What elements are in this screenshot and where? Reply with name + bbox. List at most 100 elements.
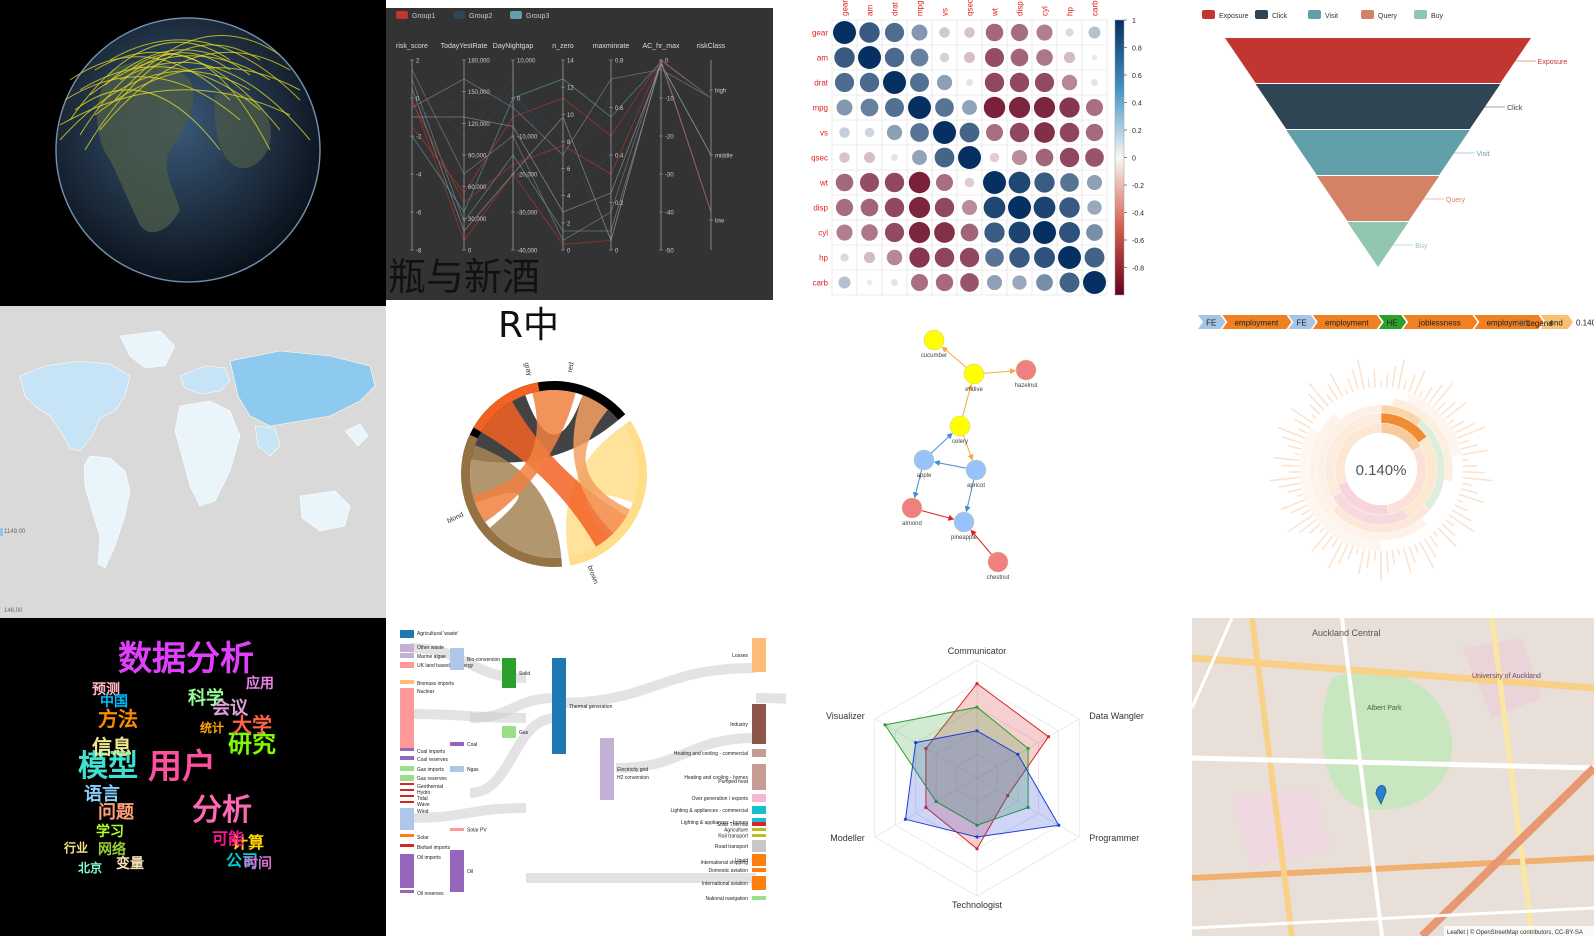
chord-group-arc[interactable]: [473, 382, 540, 432]
funnel-segment[interactable]: [1316, 176, 1440, 221]
sankey-node[interactable]: [450, 850, 464, 892]
network-node[interactable]: [923, 329, 945, 351]
sankey-node[interactable]: [400, 834, 414, 837]
globe-chart[interactable]: [0, 0, 386, 306]
sankey-node[interactable]: [400, 680, 414, 684]
chord-ribbon[interactable]: [472, 390, 576, 523]
sankey-node[interactable]: [752, 806, 766, 814]
sankey-node[interactable]: [450, 828, 464, 831]
breadcrumb-item[interactable]: [1312, 315, 1382, 329]
network-node[interactable]: [1015, 359, 1037, 381]
sankey-node[interactable]: [752, 638, 766, 672]
sankey-node[interactable]: [400, 783, 414, 785]
legend-swatch[interactable]: [1255, 10, 1268, 19]
legend-swatch[interactable]: [1202, 10, 1215, 19]
country-shape[interactable]: [254, 425, 281, 457]
sankey-node[interactable]: [752, 822, 766, 826]
country-shape[interactable]: [83, 455, 131, 569]
sankey-node[interactable]: [450, 766, 464, 772]
chord-group-arc[interactable]: [461, 434, 563, 567]
sankey-node[interactable]: [752, 778, 766, 784]
sankey-node[interactable]: [752, 840, 766, 852]
network-node[interactable]: [949, 415, 971, 437]
network-node[interactable]: [963, 363, 985, 385]
country-shape[interactable]: [119, 330, 176, 369]
chord-diagram[interactable]: red brown blond gray: [386, 306, 786, 618]
sunburst-chart[interactable]: FE employment FE employment HE joblessness emp…: [1192, 306, 1594, 618]
sankey-node[interactable]: [552, 658, 566, 754]
network-node[interactable]: [913, 449, 935, 471]
network-node[interactable]: [953, 511, 975, 533]
sankey-node[interactable]: [752, 834, 766, 837]
funnel-segment[interactable]: [1225, 38, 1531, 83]
sankey-node[interactable]: [752, 828, 766, 831]
sankey-node[interactable]: [752, 749, 766, 757]
sankey-node[interactable]: [400, 854, 414, 888]
sankey-node[interactable]: [450, 648, 464, 670]
funnel-chart[interactable]: Exposure Click Visit Query Buy Exposure Click V…: [1192, 0, 1594, 306]
chord-ribbon[interactable]: [470, 445, 562, 558]
chord-ribbon[interactable]: [481, 401, 627, 547]
network-node[interactable]: [965, 459, 987, 481]
network-graph[interactable]: cucumber endive hazelnut celery apple apricot…: [786, 306, 1192, 618]
legend-swatch[interactable]: [1361, 10, 1374, 19]
chord-ribbon[interactable]: [573, 395, 631, 534]
legend-swatch[interactable]: [510, 11, 522, 19]
legend-swatch[interactable]: [396, 11, 408, 19]
sankey-node[interactable]: [400, 644, 414, 652]
sankey-node[interactable]: [752, 764, 766, 790]
sankey-node[interactable]: [400, 756, 414, 760]
sankey-node[interactable]: [400, 808, 414, 830]
breadcrumb-item[interactable]: [1378, 315, 1407, 329]
funnel-segment[interactable]: [1286, 130, 1470, 175]
sankey-node[interactable]: [400, 688, 414, 748]
breadcrumb-item[interactable]: [1474, 315, 1544, 329]
country-shape[interactable]: [229, 350, 376, 427]
sankey-node[interactable]: [400, 653, 414, 658]
sankey-node[interactable]: [752, 854, 766, 866]
country-shape[interactable]: [19, 360, 131, 452]
world-choropleth-map[interactable]: 1149.00 146.00: [0, 306, 386, 618]
sankey-node[interactable]: [450, 742, 464, 746]
legend-swatch[interactable]: [1414, 10, 1427, 19]
breadcrumb-item[interactable]: [1198, 315, 1226, 329]
sankey-node[interactable]: [752, 794, 766, 802]
sankey-node[interactable]: [400, 789, 414, 791]
street-map[interactable]: Auckland Central Albert Park University of…: [1192, 618, 1594, 936]
sankey-node[interactable]: [400, 748, 414, 751]
country-shape[interactable]: [299, 490, 351, 532]
sankey-node[interactable]: [400, 890, 414, 893]
sunburst-segment[interactable]: [1316, 404, 1382, 511]
sankey-node[interactable]: [400, 844, 414, 847]
sankey-node[interactable]: [752, 704, 766, 744]
legend-swatch[interactable]: [453, 11, 465, 19]
sankey-node[interactable]: [752, 868, 766, 872]
sankey-node[interactable]: [502, 658, 516, 688]
block-area[interactable]: [1232, 788, 1332, 868]
country-shape[interactable]: [344, 423, 369, 447]
breadcrumb-item[interactable]: [1540, 315, 1573, 329]
legend-swatch[interactable]: [1308, 10, 1321, 19]
sankey-node[interactable]: [752, 896, 766, 900]
sunburst-segment[interactable]: [1405, 391, 1462, 457]
funnel-segment[interactable]: [1255, 84, 1501, 129]
sankey-node[interactable]: [400, 795, 414, 797]
country-shape[interactable]: [174, 400, 241, 507]
sankey-node[interactable]: [600, 768, 614, 786]
funnel-segment[interactable]: [1347, 222, 1409, 267]
chord-group-arc[interactable]: [568, 420, 647, 566]
breadcrumb-item[interactable]: [1403, 315, 1478, 329]
network-node[interactable]: [901, 497, 923, 519]
sankey-diagram[interactable]: Agricultural 'waste' Other waste Marine al…: [386, 618, 786, 936]
sankey-node[interactable]: [400, 630, 414, 638]
sankey-node[interactable]: [400, 801, 414, 803]
legend-checkbox[interactable]: [1517, 319, 1525, 327]
sankey-node[interactable]: [400, 766, 414, 771]
sankey-node[interactable]: [502, 726, 516, 738]
sunburst-segment[interactable]: [1298, 427, 1382, 552]
breadcrumb-item[interactable]: [1222, 315, 1292, 329]
breadcrumb-item[interactable]: [1288, 315, 1316, 329]
sankey-node[interactable]: [400, 775, 414, 781]
sankey-node[interactable]: [752, 876, 766, 890]
parallel-coordinates-chart[interactable]: Group1 Group2 Group3 risk_score 2 0 -2 -4 -6 -8 To…: [386, 0, 786, 306]
